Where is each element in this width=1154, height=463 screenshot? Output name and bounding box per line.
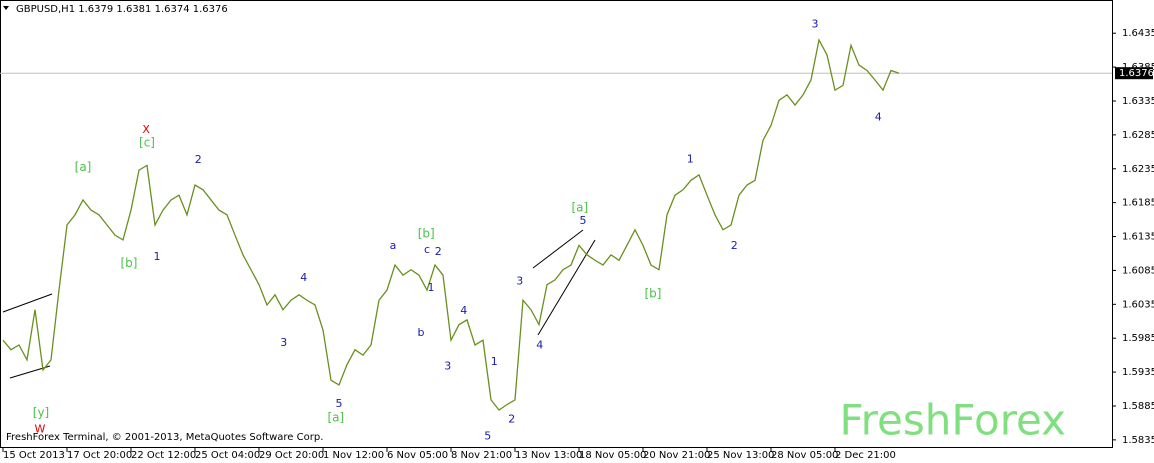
y-tick-label: 1.5885 [1122, 401, 1154, 412]
wave-label: b [418, 326, 425, 339]
x-tick-label: 20 Nov 21:00 [643, 450, 710, 461]
y-tick-label: 1.6185 [1122, 198, 1154, 209]
y-tick-label: 1.6085 [1122, 265, 1154, 276]
wave-label: 5 [484, 429, 491, 442]
wave-label: [a] [327, 411, 344, 425]
x-tick-label: 25 Nov 13:00 [707, 450, 774, 461]
wave-label: 4 [536, 339, 543, 352]
footer: FreshForex Terminal, © 2001-2013, MetaQu… [6, 432, 323, 443]
wave-label: [y] [33, 405, 49, 419]
x-tick-label: 6 Nov 05:00 [387, 450, 448, 461]
wave-label: 3 [516, 274, 523, 287]
wave-label: 1 [687, 152, 694, 165]
x-tick-label: 8 Nov 21:00 [451, 450, 512, 461]
wave-label: 1 [428, 281, 435, 294]
y-tick-label: 1.5935 [1122, 367, 1154, 378]
x-tick-label: 15 Oct 2013 [3, 450, 65, 461]
wave-label: 5 [580, 214, 587, 227]
x-tick-label: 28 Nov 05:00 [771, 450, 838, 461]
chart-title: GBPUSD,H1 1.6379 1.6381 1.6374 1.6376 [16, 4, 228, 15]
wave-label: 4 [875, 110, 882, 123]
x-tick-label: 18 Nov 05:00 [579, 450, 646, 461]
wave-label: 2 [195, 153, 202, 166]
wave-label: 2 [435, 245, 442, 258]
x-tick-label: 13 Nov 13:00 [515, 450, 582, 461]
y-tick-label: 1.6335 [1122, 96, 1154, 107]
wave-label: [b] [645, 287, 662, 301]
wave-label: 4 [460, 304, 467, 317]
wave-label: 1 [154, 250, 161, 263]
y-tick-label: 1.6035 [1122, 299, 1154, 310]
x-tick-label: 25 Oct 04:00 [195, 450, 260, 461]
wave-label: [a] [75, 160, 92, 174]
y-tick-label: 1.5835 [1122, 435, 1154, 446]
wave-label: 1 [491, 355, 498, 368]
y-tick-label: 1.6435 [1122, 28, 1154, 39]
y-tick-label: 1.6235 [1122, 164, 1154, 175]
y-tick-label: 1.5985 [1122, 333, 1154, 344]
wave-label: 2 [508, 413, 515, 426]
x-tick-label: 2 Dec 21:00 [835, 450, 896, 461]
wave-label: [b] [121, 256, 138, 270]
wave-label: 2 [731, 239, 738, 252]
wave-label: [b] [418, 226, 435, 240]
wave-label: 3 [280, 336, 287, 349]
trend-line [532, 229, 584, 269]
wave-label: [c] [139, 136, 155, 150]
wave-label: c [424, 243, 430, 256]
wave-label: [a] [571, 201, 588, 215]
wave-label: X [142, 123, 150, 136]
menu-arrow[interactable] [3, 6, 9, 10]
current-price-box [1115, 67, 1153, 80]
wave-label: a [390, 239, 397, 252]
wave-label: 3 [812, 17, 819, 30]
watermark: FreshForex [840, 396, 1066, 445]
x-tick-label: 1 Nov 12:00 [323, 450, 384, 461]
wave-label: 5 [336, 397, 343, 410]
current-price-label: 1.6376 [1119, 68, 1154, 79]
wave-label: 3 [444, 360, 451, 373]
price-line [2, 38, 900, 411]
y-tick-label: 1.6285 [1122, 130, 1154, 141]
x-tick-label: 17 Oct 20:00 [67, 450, 132, 461]
trend-line [2, 293, 53, 313]
x-tick-label: 29 Oct 20:00 [259, 450, 324, 461]
wave-label: W [35, 423, 46, 436]
wave-label: 4 [300, 271, 307, 284]
y-tick-label: 1.6135 [1122, 232, 1154, 243]
trend-line [537, 239, 596, 336]
x-tick-label: 22 Oct 12:00 [131, 450, 196, 461]
plot-frame [0, 0, 1113, 448]
